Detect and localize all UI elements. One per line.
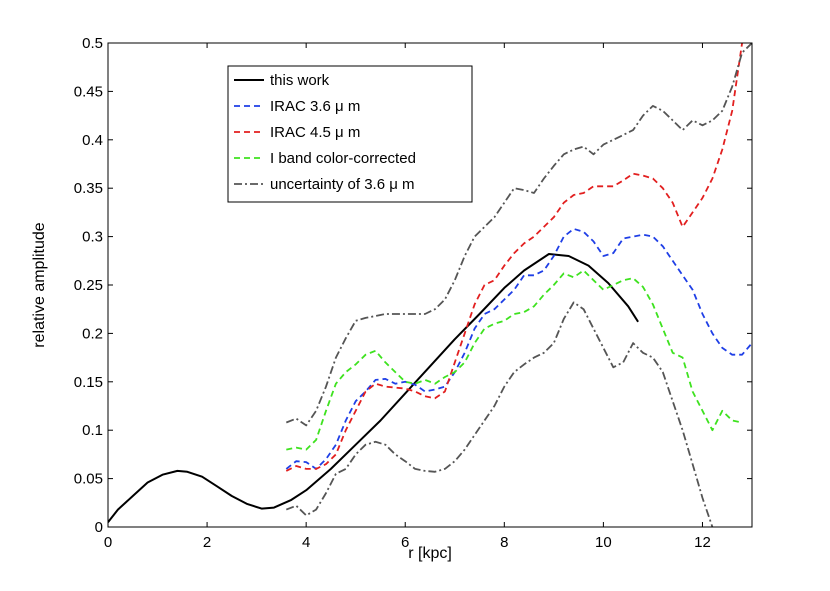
y-tick-label: 0.25: [74, 277, 103, 294]
y-tick-label: 0.2: [82, 325, 103, 342]
x-tick-label: 12: [694, 534, 711, 551]
y-axis-label: relative amplitude: [31, 222, 48, 348]
y-tick-label: 0.4: [82, 132, 103, 149]
legend: this work IRAC 3.6 μ m IRAC 4.5 μ m I band …: [227, 65, 473, 203]
y-tick-label: 0.15: [74, 374, 103, 391]
series-line-4: [286, 269, 743, 451]
y-tick-label: 0.3: [82, 229, 103, 246]
y-tick-label: 0.5: [82, 35, 103, 52]
series-line-3: [285, 43, 743, 472]
series-line-5-part-1: [285, 43, 752, 427]
x-axis-label: r [kpc]: [408, 545, 452, 562]
x-tick-label: 8: [500, 534, 508, 551]
series-layer: [108, 43, 752, 527]
ticks-layer: 0 2 4 6 8 10 12 0 0.05 0.1 0.15 0.2 0.25 0.3 0.35 0.4 0.…: [74, 35, 752, 551]
series-line-5-part-2: [285, 301, 714, 527]
x-tick-label: 10: [595, 534, 612, 551]
x-tick-label: 2: [203, 534, 211, 551]
x-tick-label: 6: [401, 534, 409, 551]
legend-label: IRAC 3.6 μ m: [270, 98, 360, 115]
legend-box: [227, 65, 473, 203]
x-tick-label: 4: [302, 534, 310, 551]
legend-label: I band color-corrected: [270, 150, 416, 167]
x-tick-label: 0: [104, 534, 112, 551]
y-tick-label: 0.45: [74, 83, 103, 100]
legend-label: this work: [270, 72, 330, 89]
series-line-1: [108, 253, 639, 523]
y-tick-label: 0.05: [74, 471, 103, 488]
legend-label: uncertainty of 3.6 μ m: [270, 176, 415, 193]
legend-items: this work IRAC 3.6 μ m IRAC 4.5 μ m I band …: [234, 72, 416, 193]
y-tick-label: 0.1: [82, 422, 103, 439]
y-tick-label: 0: [95, 519, 103, 536]
legend-label: IRAC 4.5 μ m: [270, 124, 360, 141]
y-tick-label: 0.35: [74, 180, 103, 197]
